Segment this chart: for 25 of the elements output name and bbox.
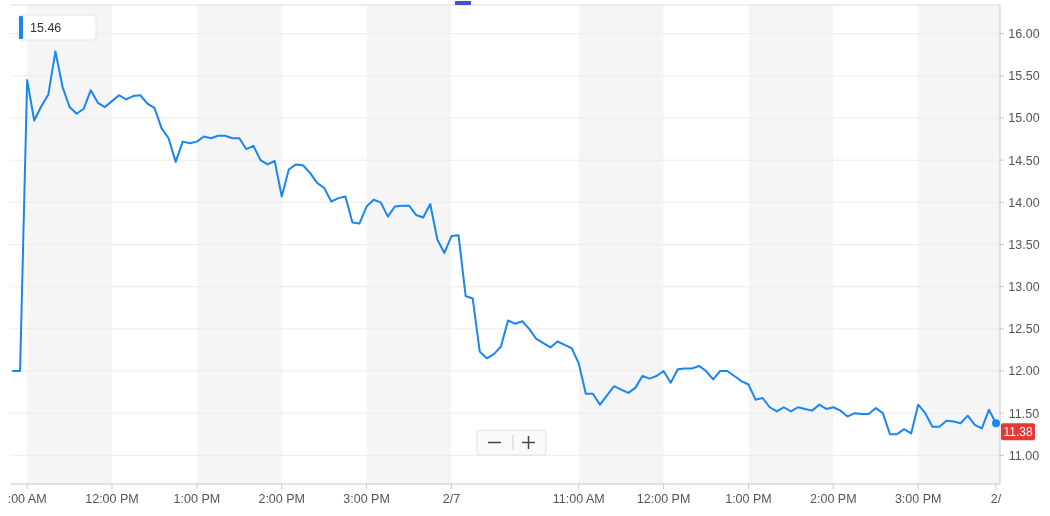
x-tick-label: 2/7 bbox=[442, 492, 461, 506]
y-tick-label: 12.50 bbox=[1008, 322, 1040, 337]
x-tick-label: 2:00 PM bbox=[810, 492, 857, 506]
y-tick-label: 14.00 bbox=[1008, 195, 1040, 210]
y-tick-label: 12.00 bbox=[1008, 364, 1040, 379]
x-tick-label: 11:00 AM bbox=[552, 492, 605, 506]
y-tick-label: 11.00 bbox=[1008, 448, 1040, 463]
x-tick-label: 3:00 PM bbox=[894, 492, 942, 506]
x-tick-label: 3:00 PM bbox=[343, 492, 390, 506]
y-tick-label: 13.50 bbox=[1008, 237, 1040, 252]
x-tick-label: 2:00 PM bbox=[258, 492, 306, 506]
x-tick-label: 2/ bbox=[990, 492, 1002, 506]
x-tick-label: 1:00 PM bbox=[725, 492, 772, 506]
y-tick-label: 15.00 bbox=[1008, 111, 1040, 126]
y-tick-label: 11.50 bbox=[1008, 406, 1040, 421]
y-tick-label: 13.00 bbox=[1008, 280, 1040, 295]
annotation: 15.46 bbox=[30, 21, 62, 36]
x-tick-label: :00 AM bbox=[7, 492, 47, 506]
x-tick-label: 12:00 PM bbox=[636, 492, 691, 506]
annotation: 11.38 bbox=[1003, 424, 1033, 439]
y-tick-label: 15.50 bbox=[1008, 69, 1040, 84]
y-tick-label: 16.00 bbox=[1008, 27, 1040, 42]
x-tick-label: 1:00 PM bbox=[173, 492, 221, 506]
y-tick-label: 14.50 bbox=[1008, 153, 1040, 168]
x-tick-label: 12:00 PM bbox=[85, 492, 139, 506]
